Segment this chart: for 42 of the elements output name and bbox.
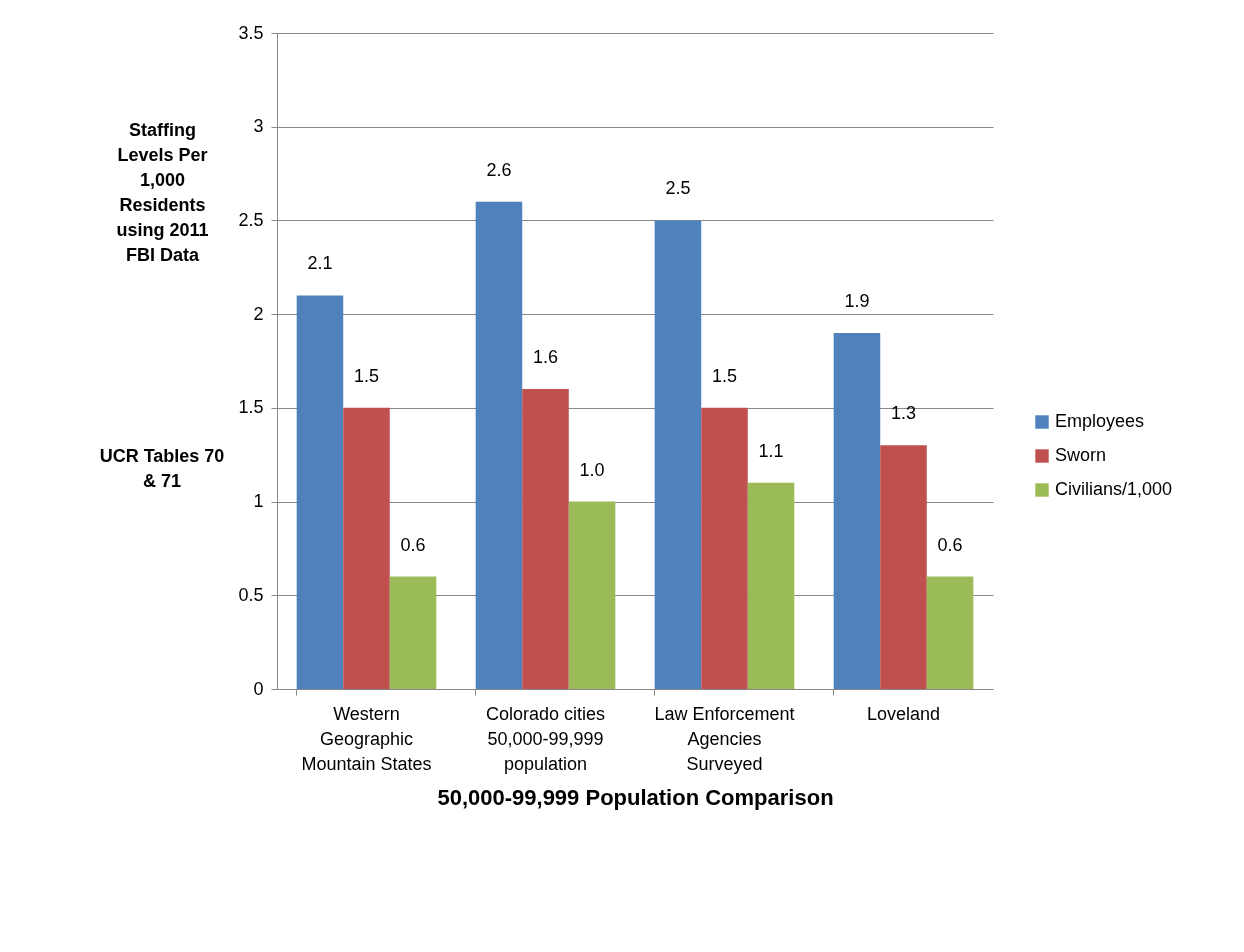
x-tick-label: Colorado cities 50,000-99,999 population: [485, 703, 606, 774]
data-label: 1.9: [844, 290, 870, 311]
data-label: 2.1: [307, 253, 333, 274]
data-label: 2.6: [486, 159, 512, 180]
data-label: 1.5: [353, 365, 380, 386]
data-label: 0.6: [937, 534, 963, 555]
bar: [833, 332, 881, 689]
bar: [522, 389, 569, 689]
data-label: 1.3: [890, 403, 917, 424]
data-label: 1.1: [758, 440, 784, 461]
bar: [296, 295, 344, 689]
y-tick-label: 3.5: [238, 22, 264, 43]
text: UCR Tables 70 & 71: [99, 446, 225, 491]
bar: [654, 220, 702, 689]
bar: [475, 201, 523, 689]
y-tick-label: 0: [253, 678, 264, 699]
data-label: 1.0: [579, 459, 605, 480]
x-tick-label: Western Geographic Mountain States: [301, 703, 432, 774]
y-tick-label: 0.5: [238, 584, 264, 605]
data-label: 0.6: [400, 534, 426, 555]
y-tick-label: 3: [253, 116, 264, 137]
x-tick-label: Law Enforcement Agencies Surveyed: [654, 703, 795, 774]
legend-label: Civilians/1,000: [1055, 479, 1173, 499]
bar: [389, 576, 437, 689]
y-tick-label: 1.5: [238, 397, 264, 418]
data-label: 1.5: [711, 365, 738, 386]
bar: [880, 445, 927, 689]
bar: [701, 407, 748, 689]
bar: [343, 407, 390, 689]
data-label: 1.6: [532, 347, 559, 368]
legend-label: Sworn: [1055, 445, 1107, 465]
y-tick-label: 2.5: [238, 209, 264, 230]
x-tick-label: Loveland: [866, 703, 941, 724]
data-label: 2.5: [665, 178, 691, 199]
y-tick-label: 1: [253, 491, 264, 512]
y-axis-title: Staffing Levels Per 1,000 Residents using 2011 FBI Data: [116, 119, 209, 265]
bar: [568, 501, 616, 689]
legend-label: Employees: [1055, 411, 1145, 431]
y-tick-label: 2: [253, 303, 264, 324]
bar: [926, 576, 974, 689]
bar: [747, 482, 795, 689]
x-axis-title: 50,000-99,999 Population Comparison: [437, 784, 834, 810]
